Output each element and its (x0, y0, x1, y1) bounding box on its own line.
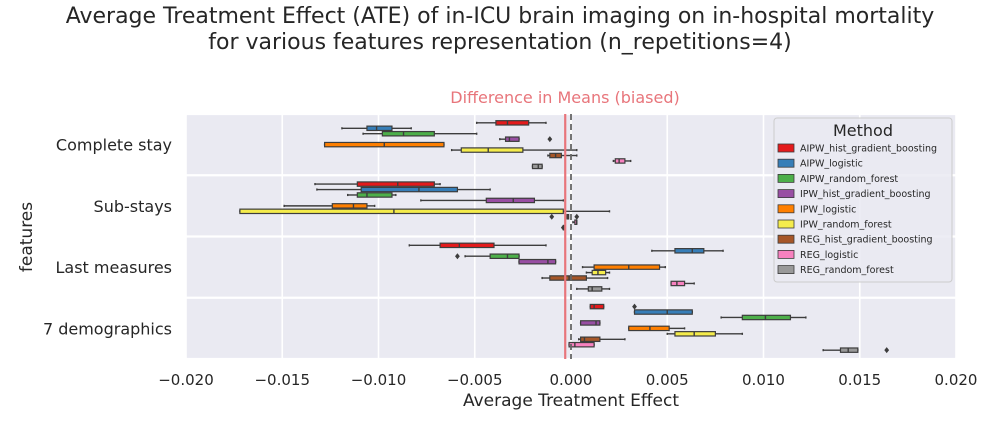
box-REG_random_forest (839, 347, 859, 353)
x-tick-label: 0.005 (646, 371, 689, 389)
legend-label: IPW_random_forest (800, 220, 892, 231)
box-AIPW_hist_gradient_boosting (356, 181, 435, 187)
legend-swatch (777, 189, 795, 199)
box-IPW_random_forest (239, 208, 564, 215)
outlier-point (884, 347, 890, 354)
x-axis-label: Average Treatment Effect (463, 391, 679, 411)
box-AIPW_hist_gradient_boosting (439, 242, 495, 249)
x-tick-label: −0.015 (254, 371, 310, 389)
box-AIPW_logistic (366, 125, 393, 132)
legend-swatch (777, 204, 795, 214)
box-AIPW_logistic (360, 186, 459, 193)
outlier-point (632, 303, 637, 310)
box-IPW_hist_gradient_boosting (518, 258, 557, 265)
legend-label: REG_logistic (800, 250, 858, 261)
legend-label: REG_hist_gradient_boosting (800, 235, 933, 246)
box-REG_random_forest (531, 163, 543, 170)
x-tick-label: 0.000 (550, 371, 593, 389)
y-tick-label: 7 demographics (43, 319, 172, 338)
legend-label: AIPW_random_forest (800, 174, 898, 185)
legend-title: Method (833, 121, 893, 140)
box-AIPW_random_forest (489, 253, 520, 260)
box-REG_logistic (670, 280, 686, 287)
box-IPW_hist_gradient_boosting (580, 320, 601, 326)
difference-in-means-label: Difference in Means (biased) (450, 88, 679, 107)
box-AIPW_random_forest (356, 192, 393, 198)
box-IPW_random_forest (674, 331, 716, 337)
x-tick-label: 0.020 (935, 371, 978, 389)
legend-swatch (777, 219, 795, 229)
legend-label: IPW_hist_gradient_boosting (800, 189, 931, 200)
legend-swatch (777, 249, 795, 259)
x-tick-label: 0.015 (838, 371, 881, 389)
y-tick-label: Complete stay (56, 136, 172, 155)
box-IPW_logistic (331, 203, 368, 209)
outlier-point (455, 253, 460, 260)
box-AIPW_random_forest (741, 314, 792, 321)
box-AIPW_logistic (674, 248, 705, 254)
box-IPW_hist_gradient_boosting (485, 197, 536, 204)
box-IPW_random_forest (460, 147, 524, 153)
legend-swatch (777, 158, 795, 168)
y-axis-label: features (17, 202, 37, 272)
box-REG_logistic (614, 158, 626, 164)
legend-label: IPW_logistic (800, 204, 856, 215)
legend-label: AIPW_logistic (800, 159, 863, 170)
box-IPW_logistic (628, 325, 670, 332)
legend-swatch (777, 143, 795, 153)
legend-swatch (777, 265, 795, 275)
x-tick-label: −0.010 (351, 371, 407, 389)
y-tick-label: Last measures (55, 258, 172, 277)
box-REG_hist_gradient_boosting (549, 275, 588, 281)
chart-title-line-1: Average Treatment Effect (ATE) of in-ICU… (65, 4, 935, 29)
box-AIPW_hist_gradient_boosting (495, 120, 530, 126)
chart-title-line-2: for various features representation (n_r… (208, 30, 792, 55)
legend-box (773, 117, 953, 283)
box-REG_logistic (568, 341, 595, 348)
x-tick-label: −0.005 (447, 371, 503, 389)
box-IPW_random_forest (591, 269, 607, 276)
box-AIPW_hist_gradient_boosting (589, 303, 605, 310)
x-tick-label: −0.020 (158, 371, 214, 389)
legend-swatch (777, 173, 795, 183)
outlier-point (574, 213, 580, 220)
box-REG_hist_gradient_boosting (580, 336, 601, 343)
legend-label: AIPW_hist_gradient_boosting (800, 144, 937, 155)
box-IPW_hist_gradient_boosting (504, 136, 520, 142)
outlier-point (549, 213, 555, 220)
outlier-point (547, 136, 553, 143)
y-tick-label: Sub-stays (94, 197, 172, 216)
x-tick-label: 0.010 (742, 371, 785, 389)
legend-label: REG_random_forest (800, 265, 894, 276)
box-REG_random_forest (587, 286, 603, 292)
box-IPW_logistic (593, 264, 661, 270)
box-AIPW_logistic (633, 309, 693, 315)
box-AIPW_random_forest (381, 130, 435, 137)
legend-swatch (777, 234, 795, 244)
